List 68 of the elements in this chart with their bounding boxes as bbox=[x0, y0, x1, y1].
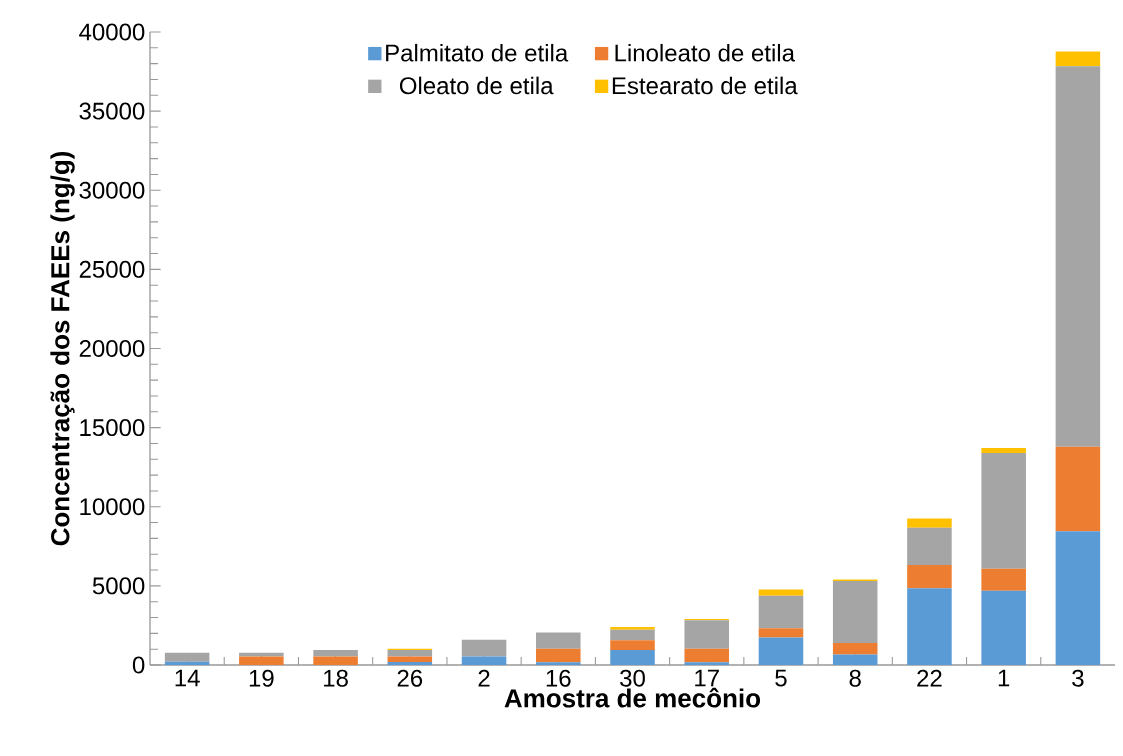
x-tick-label: 26 bbox=[397, 669, 423, 687]
x-tick-label: 5 bbox=[775, 669, 787, 687]
legend-label: Oleato de etila bbox=[399, 76, 554, 95]
bar bbox=[832, 654, 878, 665]
x-tick-label: 8 bbox=[849, 669, 861, 687]
bar bbox=[684, 662, 730, 665]
x-tick-label: 2 bbox=[478, 669, 490, 687]
y-tick-label: 5000 bbox=[92, 577, 145, 595]
bar bbox=[907, 588, 952, 665]
bar bbox=[313, 650, 358, 657]
bar bbox=[684, 620, 730, 649]
bar bbox=[536, 648, 581, 663]
y-axis-title: Concentração dos FAEEs (ng/g) bbox=[50, 151, 75, 546]
bar bbox=[907, 518, 952, 528]
x-tick-label: 18 bbox=[324, 669, 348, 687]
y-tick-label: 20000 bbox=[79, 339, 145, 357]
bar bbox=[313, 656, 358, 665]
legend-label: Linoleato de etila bbox=[615, 43, 795, 62]
y-tick-label: 0 bbox=[132, 656, 145, 674]
y-tick-label: 30000 bbox=[79, 181, 145, 199]
bar bbox=[610, 629, 655, 641]
bar bbox=[758, 595, 804, 629]
bar bbox=[981, 453, 1026, 569]
legend-label: Palmitato de etila bbox=[386, 43, 569, 62]
bar bbox=[758, 589, 804, 596]
bar bbox=[832, 580, 878, 643]
bar bbox=[981, 590, 1026, 665]
bar bbox=[758, 628, 804, 638]
bar bbox=[387, 650, 433, 657]
bar bbox=[536, 632, 581, 649]
bar bbox=[387, 656, 433, 662]
legend-label: Estearato de etila bbox=[612, 76, 798, 95]
bar bbox=[981, 448, 1026, 454]
bar bbox=[907, 527, 952, 565]
y-tick-label: 25000 bbox=[79, 260, 145, 278]
x-tick-label: 1 bbox=[998, 669, 1010, 687]
x-tick-label: 30 bbox=[620, 669, 645, 687]
bar bbox=[387, 661, 433, 665]
x-axis-title: Amostra de mecônio bbox=[504, 687, 761, 708]
bar bbox=[461, 639, 507, 657]
bar bbox=[1055, 446, 1101, 532]
x-tick-label: 17 bbox=[695, 669, 719, 687]
x-tick-label: 16 bbox=[546, 669, 571, 687]
bar bbox=[1055, 66, 1101, 447]
bar bbox=[610, 627, 655, 630]
bar bbox=[239, 652, 284, 657]
x-tick-label: 22 bbox=[917, 669, 942, 687]
y-tick-label: 35000 bbox=[79, 102, 145, 120]
x-tick-label: 19 bbox=[249, 669, 274, 687]
x-tick-label: 14 bbox=[175, 669, 200, 687]
bar bbox=[684, 648, 730, 663]
bar bbox=[610, 640, 655, 651]
bar bbox=[239, 656, 284, 665]
bar bbox=[461, 656, 507, 665]
bar bbox=[536, 662, 581, 665]
y-tick-label: 10000 bbox=[80, 498, 145, 516]
bar bbox=[907, 564, 952, 589]
bar bbox=[164, 652, 210, 662]
bar bbox=[758, 637, 804, 665]
x-tick-label: 3 bbox=[1072, 669, 1084, 687]
y-tick-label: 15000 bbox=[80, 419, 145, 437]
bar bbox=[610, 650, 655, 665]
bar bbox=[1055, 531, 1101, 665]
bar bbox=[832, 643, 878, 655]
bar bbox=[1055, 51, 1101, 67]
y-tick-label: 40000 bbox=[79, 23, 145, 41]
bar bbox=[164, 661, 210, 665]
bar bbox=[981, 568, 1026, 591]
